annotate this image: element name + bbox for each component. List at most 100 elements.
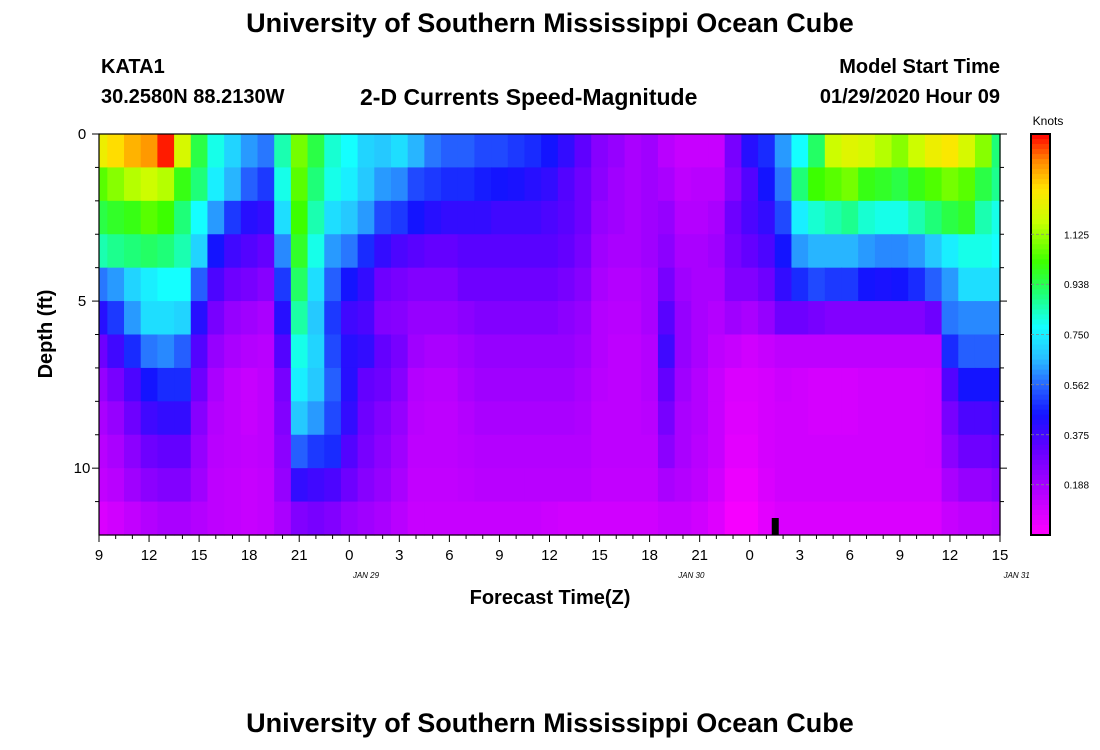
heatmap-cell — [891, 200, 909, 235]
heatmap-cell — [224, 334, 242, 369]
heatmap-cell — [407, 367, 425, 402]
heatmap-cell — [657, 200, 676, 235]
heatmap-cell — [474, 401, 492, 436]
heatmap-cell — [741, 401, 759, 436]
heatmap-cell — [724, 267, 742, 302]
heatmap-cell — [357, 234, 375, 269]
heatmap-cell — [357, 501, 375, 536]
heatmap-cell — [390, 301, 409, 336]
heatmap-cell — [207, 401, 225, 436]
heatmap-cell — [107, 501, 125, 536]
heatmap-cell — [624, 501, 642, 536]
heatmap-cell — [257, 200, 275, 235]
heatmap-cell — [124, 167, 142, 202]
heatmap-cell — [657, 434, 676, 469]
heatmap-cell — [240, 468, 259, 503]
heatmap-cell — [274, 167, 292, 202]
heatmap-cell — [858, 434, 876, 469]
heatmap-cell — [174, 434, 192, 469]
heatmap-cell — [407, 401, 425, 436]
heatmap-cell — [674, 434, 692, 469]
heatmap-cell — [908, 367, 926, 402]
heatmap-cell — [190, 267, 209, 302]
heatmap-cell — [891, 301, 909, 336]
heatmap-cell — [858, 401, 876, 436]
heatmap-cell — [374, 267, 392, 302]
colorbar-band — [1031, 179, 1050, 185]
colorbar-band — [1031, 374, 1050, 381]
heatmap-cell — [691, 401, 709, 436]
heatmap-cell — [324, 367, 342, 402]
heatmap-cell — [107, 367, 125, 402]
heatmap-cell — [441, 134, 459, 169]
heatmap-cell — [991, 401, 1001, 436]
heatmap-cell — [941, 200, 959, 235]
colorbar-band — [1031, 134, 1050, 140]
heatmap-cell — [824, 434, 843, 469]
heatmap-cell — [441, 200, 459, 235]
station-id: KATA1 — [101, 56, 165, 78]
heatmap-cell — [190, 134, 209, 169]
heatmap-cell — [841, 334, 859, 369]
heatmap-cell — [157, 200, 175, 235]
heatmap-cell — [290, 200, 309, 235]
heatmap-cell — [340, 367, 359, 402]
heatmap-cell — [474, 134, 492, 169]
heatmap-cell — [607, 134, 626, 169]
heatmap-cell — [691, 334, 709, 369]
heatmap-cell — [357, 200, 375, 235]
heatmap-cell — [457, 367, 476, 402]
heatmap-cell — [691, 434, 709, 469]
heatmap-cell — [774, 167, 793, 202]
colorbar-band — [1031, 474, 1050, 481]
heatmap-cell — [641, 468, 659, 503]
heatmap-cell — [274, 434, 292, 469]
heatmap-cell — [324, 134, 342, 169]
heatmap-cell — [390, 134, 409, 169]
colorbar-band — [1031, 244, 1050, 250]
heatmap-cell — [524, 367, 542, 402]
heatmap-cell — [974, 334, 993, 369]
heatmap-cell — [741, 200, 759, 235]
heatmap-cell — [708, 134, 726, 169]
heatmap-cell — [908, 301, 926, 336]
heatmap-cell — [274, 501, 292, 536]
heatmap-cell — [574, 334, 592, 369]
colorbar-band — [1031, 439, 1050, 446]
heatmap-cell — [941, 234, 959, 269]
heatmap-cell — [491, 200, 509, 235]
heatmap-cell — [407, 468, 425, 503]
heatmap-cells — [99, 134, 1001, 536]
heatmap-cell — [591, 434, 609, 469]
heatmap-cell — [424, 334, 442, 369]
heatmap-cell — [507, 134, 526, 169]
heatmap-cell — [557, 334, 576, 369]
heatmap-cell — [758, 200, 776, 235]
y-tick-label: 5 — [78, 293, 86, 310]
heatmap-cell — [524, 234, 542, 269]
heatmap-cell — [407, 301, 425, 336]
heatmap-cell — [190, 468, 209, 503]
heatmap-cell — [107, 334, 125, 369]
colorbar-tick-label: 0.375 — [1064, 431, 1089, 442]
heatmap-cell — [607, 334, 626, 369]
colorbar-band — [1031, 389, 1050, 396]
heatmap-cell — [657, 334, 676, 369]
heatmap-cell — [290, 234, 309, 269]
heatmap-cell — [574, 134, 592, 169]
colorbar-band — [1031, 284, 1050, 290]
heatmap-cell — [407, 234, 425, 269]
heatmap-cell — [708, 401, 726, 436]
heatmap-cell — [691, 234, 709, 269]
colorbar-band — [1031, 484, 1050, 491]
heatmap-cell — [274, 267, 292, 302]
heatmap-cell — [708, 434, 726, 469]
heatmap-cell — [774, 200, 793, 235]
heatmap-cell — [874, 301, 893, 336]
heatmap-cell — [474, 434, 492, 469]
heatmap-cell — [224, 234, 242, 269]
colorbar-band — [1031, 334, 1050, 341]
x-tick-label: 15 — [591, 547, 608, 564]
heatmap-cell — [874, 434, 893, 469]
